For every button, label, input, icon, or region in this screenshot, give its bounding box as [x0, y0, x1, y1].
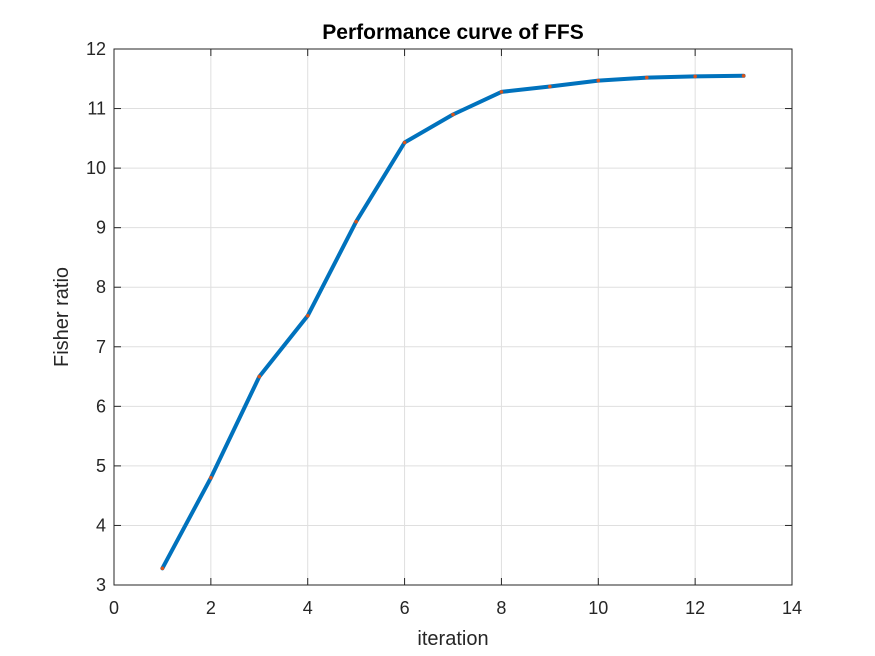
data-point — [499, 90, 504, 94]
x-axis-label: iteration — [417, 628, 488, 650]
tick-marks — [113, 48, 793, 586]
data-point — [741, 74, 746, 78]
data-point — [257, 374, 262, 379]
x-tick-label: 2 — [206, 598, 216, 618]
data-point — [354, 219, 358, 224]
data-point — [548, 84, 552, 89]
x-tick-label: 14 — [782, 598, 802, 618]
y-tick-label: 4 — [96, 515, 106, 535]
data-point — [305, 314, 310, 318]
x-tick-label: 12 — [685, 598, 705, 618]
x-tick-label: 10 — [588, 598, 608, 618]
y-tick-label: 9 — [96, 218, 106, 238]
y-tick-label: 12 — [86, 39, 106, 59]
plot-area — [114, 49, 792, 585]
y-tick-label: 6 — [96, 396, 106, 416]
y-tick-label: 5 — [96, 456, 106, 476]
data-point — [596, 78, 601, 83]
data-point — [644, 75, 649, 80]
y-tick-labels: 3 4 5 6 7 8 9 10 11 12 — [86, 39, 106, 595]
data-point — [402, 140, 407, 145]
chart-title: Performance curve of FFS — [322, 21, 583, 44]
y-axis-label: Fisher ratio — [51, 267, 73, 367]
y-tick-label: 7 — [96, 337, 106, 357]
y-tick-label: 8 — [96, 277, 106, 297]
series-group — [160, 73, 746, 571]
data-point — [451, 112, 455, 117]
y-tick-label: 11 — [87, 99, 106, 119]
axes-box — [113, 48, 793, 586]
data-point — [160, 566, 165, 571]
x-tick-label: 0 — [109, 598, 119, 618]
data-point — [693, 74, 697, 79]
y-tick-label: 3 — [96, 575, 106, 595]
y-tick-label: 10 — [86, 158, 106, 178]
data-point — [209, 476, 213, 480]
x-tick-label: 4 — [303, 598, 313, 618]
x-tick-label: 6 — [400, 598, 410, 618]
x-tick-label: 8 — [496, 598, 506, 618]
x-tick-labels: 0 2 4 6 8 10 12 14 — [109, 598, 802, 618]
